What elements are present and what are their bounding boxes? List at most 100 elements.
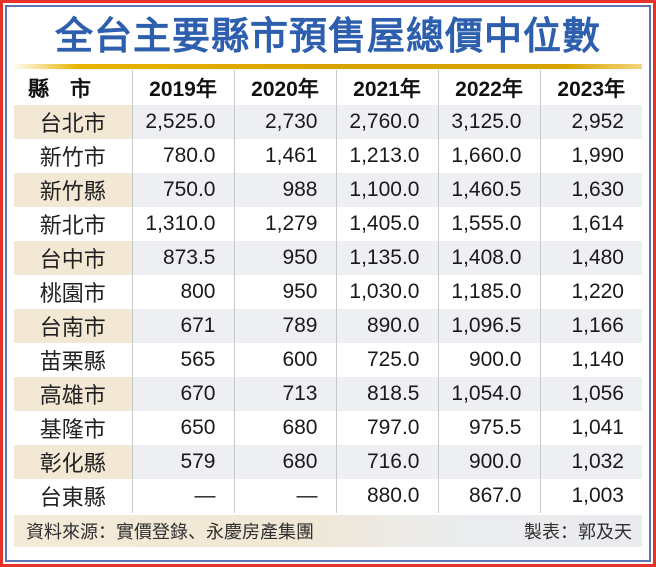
value-cell: 2,952: [539, 105, 642, 139]
value-cell: 880.0: [335, 479, 438, 513]
value-cell: 2,730: [233, 105, 336, 139]
county-cell: 新竹縣: [14, 173, 132, 207]
value-cell: 1,056: [539, 377, 642, 411]
table-row: 新北市 1,310.0 1,279 1,405.0 1,555.0 1,614: [14, 207, 642, 241]
value-cell: 1,310.0: [131, 207, 234, 241]
footer-bar: 資料來源：實價登錄、永慶房產集團 製表：郭及天: [14, 515, 642, 547]
value-cell: 818.5: [335, 377, 438, 411]
value-cell: 579: [131, 445, 234, 479]
value-cell: 873.5: [131, 241, 234, 275]
value-cell: 1,166: [539, 309, 642, 343]
value-cell: 1,614: [539, 207, 642, 241]
value-cell: 1,096.5: [437, 309, 540, 343]
value-cell: 3,125.0: [437, 105, 540, 139]
table-row: 桃園市 800 950 1,030.0 1,185.0 1,220: [14, 275, 642, 309]
value-cell: 1,408.0: [437, 241, 540, 275]
value-cell: 1,003: [539, 479, 642, 513]
value-cell: 1,460.5: [437, 173, 540, 207]
county-cell: 苗栗縣: [14, 343, 132, 377]
county-cell: 台東縣: [14, 479, 132, 513]
year-header-cell: 2020年: [233, 70, 336, 105]
year-header-cell: 2021年: [335, 70, 438, 105]
county-cell: 桃園市: [14, 275, 132, 309]
value-cell: 1,990: [539, 139, 642, 173]
price-table: 縣 市 2019年 2020年 2021年 2022年 2023年 台北市 2,5…: [14, 70, 642, 513]
year-header-cell: 2023年: [539, 70, 642, 105]
value-cell: 1,213.0: [335, 139, 438, 173]
value-cell: 680: [233, 411, 336, 445]
table-row: 新竹縣 750.0 988 1,100.0 1,460.5 1,630: [14, 173, 642, 207]
page-title: 全台主要縣市預售屋總價中位數: [54, 16, 601, 58]
value-cell: 1,032: [539, 445, 642, 479]
table-body: 台北市 2,525.0 2,730 2,760.0 3,125.0 2,952 新竹市 780…: [14, 105, 642, 513]
value-cell: 713: [233, 377, 336, 411]
value-cell: 650: [131, 411, 234, 445]
value-cell: 890.0: [335, 309, 438, 343]
table-row: 台南市 671 789 890.0 1,096.5 1,166: [14, 309, 642, 343]
value-cell: 1,461: [233, 139, 336, 173]
value-cell: 1,185.0: [437, 275, 540, 309]
credit-note: 製表：郭及天: [524, 522, 632, 542]
table-header-row: 縣 市 2019年 2020年 2021年 2022年 2023年: [14, 70, 642, 105]
value-cell: —: [233, 479, 336, 513]
value-cell: 988: [233, 173, 336, 207]
value-cell: 900.0: [437, 343, 540, 377]
table-row: 高雄市 670 713 818.5 1,054.0 1,056: [14, 377, 642, 411]
value-cell: 1,630: [539, 173, 642, 207]
value-cell: 1,555.0: [437, 207, 540, 241]
county-cell: 台北市: [14, 105, 132, 139]
title-divider: [14, 64, 642, 69]
value-cell: 565: [131, 343, 234, 377]
value-cell: 1,030.0: [335, 275, 438, 309]
county-cell: 高雄市: [14, 377, 132, 411]
value-cell: —: [131, 479, 234, 513]
value-cell: 671: [131, 309, 234, 343]
value-cell: 780.0: [131, 139, 234, 173]
value-cell: 797.0: [335, 411, 438, 445]
table-row: 新竹市 780.0 1,461 1,213.0 1,660.0 1,990: [14, 139, 642, 173]
value-cell: 2,525.0: [131, 105, 234, 139]
value-cell: 1,054.0: [437, 377, 540, 411]
value-cell: 1,279: [233, 207, 336, 241]
county-cell: 台南市: [14, 309, 132, 343]
page-frame-inner: 全台主要縣市預售屋總價中位數 縣 市 2019年 2020年 2021年 202…: [5, 5, 651, 562]
table-row: 台北市 2,525.0 2,730 2,760.0 3,125.0 2,952: [14, 105, 642, 139]
value-cell: 1,405.0: [335, 207, 438, 241]
value-cell: 789: [233, 309, 336, 343]
value-cell: 600: [233, 343, 336, 377]
value-cell: 867.0: [437, 479, 540, 513]
year-header-cell: 2022年: [437, 70, 540, 105]
value-cell: 1,041: [539, 411, 642, 445]
value-cell: 950: [233, 275, 336, 309]
table-row: 台東縣 — —880.0 867.0 1,003: [14, 479, 642, 513]
county-cell: 台中市: [14, 241, 132, 275]
value-cell: 716.0: [335, 445, 438, 479]
value-cell: 950: [233, 241, 336, 275]
value-cell: 750.0: [131, 173, 234, 207]
value-cell: 1,660.0: [437, 139, 540, 173]
county-cell: 基隆市: [14, 411, 132, 445]
value-cell: 1,220: [539, 275, 642, 309]
value-cell: 900.0: [437, 445, 540, 479]
value-cell: 800: [131, 275, 234, 309]
county-cell: 彰化縣: [14, 445, 132, 479]
county-cell: 新竹市: [14, 139, 132, 173]
source-note: 資料來源：實價登錄、永慶房產集團: [26, 522, 314, 542]
value-cell: 1,140: [539, 343, 642, 377]
table-row: 台中市 873.5 950 1,135.0 1,408.0 1,480: [14, 241, 642, 275]
year-header-cell: 2019年: [131, 70, 234, 105]
table-row: 彰化縣 579 680 716.0 900.0 1,032: [14, 445, 642, 479]
value-cell: 975.5: [437, 411, 540, 445]
value-cell: 1,100.0: [335, 173, 438, 207]
value-cell: 2,760.0: [335, 105, 438, 139]
table-row: 苗栗縣 565 600 725.0 900.0 1,140: [14, 343, 642, 377]
value-cell: 1,135.0: [335, 241, 438, 275]
value-cell: 1,480: [539, 241, 642, 275]
table-row: 基隆市 650 680 797.0 975.5 1,041: [14, 411, 642, 445]
county-header-cell: 縣 市: [14, 70, 132, 105]
value-cell: 680: [233, 445, 336, 479]
value-cell: 670: [131, 377, 234, 411]
value-cell: 725.0: [335, 343, 438, 377]
county-cell: 新北市: [14, 207, 132, 241]
